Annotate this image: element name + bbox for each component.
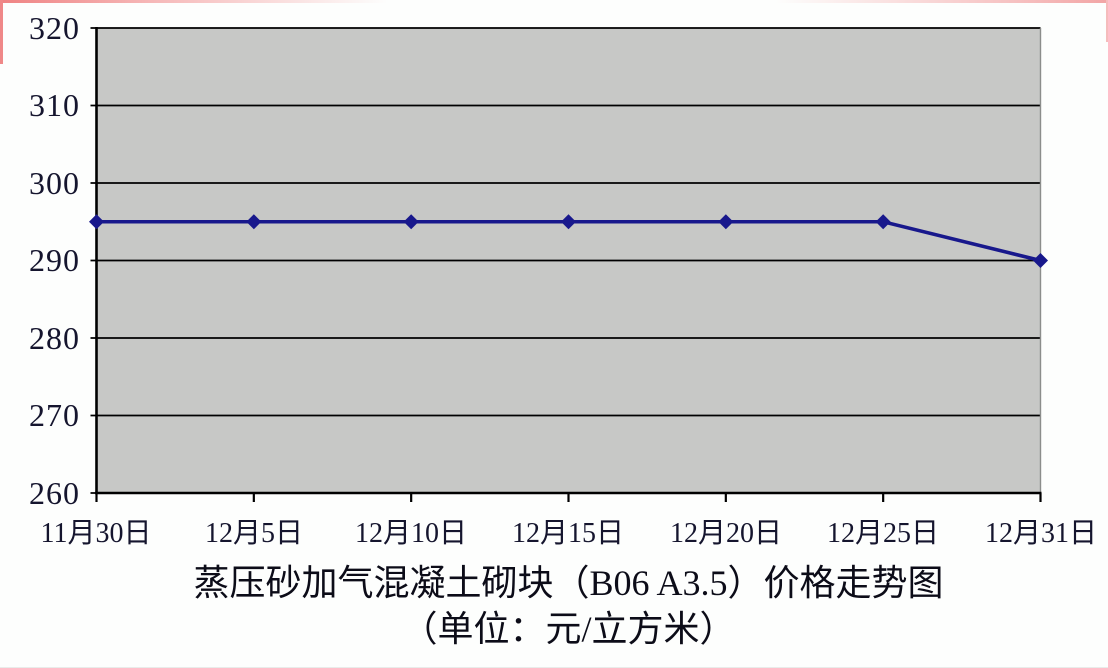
y-axis-tick-label: 270 bbox=[29, 397, 80, 433]
chart-subtitle: （单位：元/立方米） bbox=[401, 609, 736, 649]
y-axis-tick-label: 310 bbox=[29, 87, 80, 123]
x-axis-tick-label: 12月25日 bbox=[826, 518, 939, 549]
x-axis-tick-label: 12月5日 bbox=[204, 518, 303, 549]
x-axis-tick-label: 12月15日 bbox=[511, 518, 624, 549]
y-axis-tick-label: 280 bbox=[29, 320, 80, 356]
x-axis-tick-label: 11月30日 bbox=[40, 518, 152, 549]
left-border-accent bbox=[0, 0, 3, 64]
right-border-accent bbox=[1106, 0, 1108, 42]
y-axis-tick-label: 260 bbox=[29, 475, 80, 511]
x-axis-tick-label: 12月20日 bbox=[669, 518, 782, 549]
x-axis-tick-label: 12月10日 bbox=[354, 518, 467, 549]
y-axis-tick-label: 290 bbox=[29, 242, 80, 278]
y-axis-tick-label: 300 bbox=[29, 165, 80, 201]
y-axis-tick-label: 320 bbox=[29, 10, 80, 46]
chart-title: 蒸压砂加气混凝土砌块（B06 A3.5）价格走势图 bbox=[193, 563, 944, 603]
x-axis-tick-label: 12月31日 bbox=[984, 518, 1097, 549]
top-border-accent bbox=[0, 0, 1108, 3]
